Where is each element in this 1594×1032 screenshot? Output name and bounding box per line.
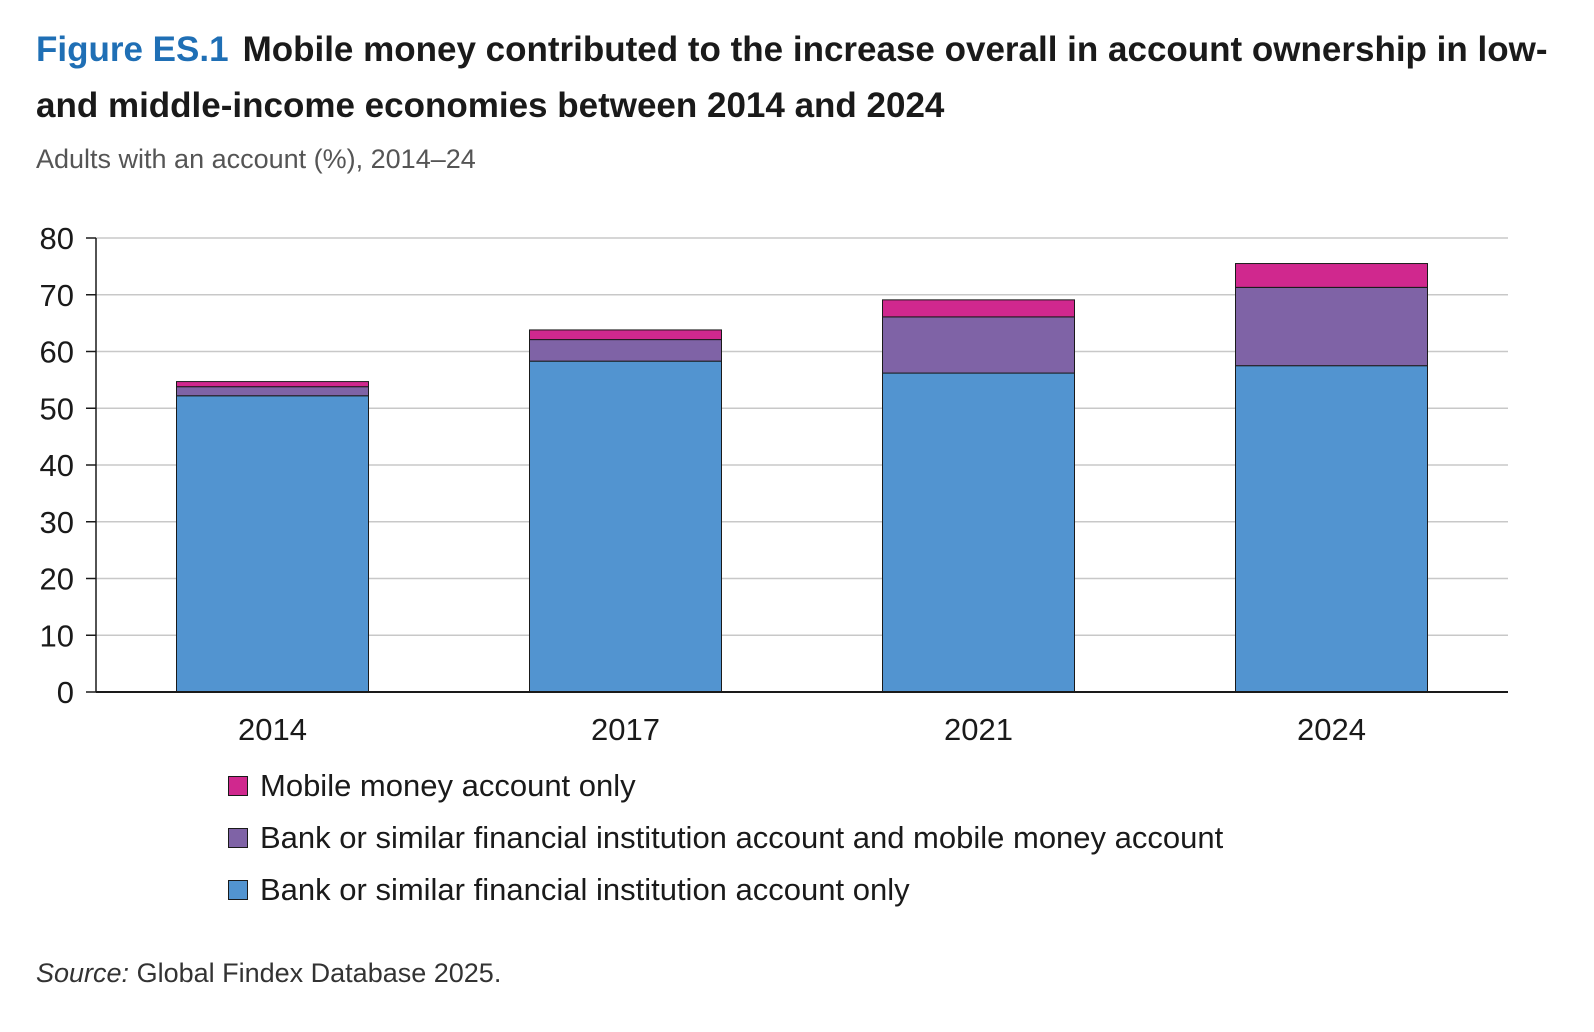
bar-bank-and-mobile-2014 [176,386,369,397]
legend-item-bank-only: Bank or similar financial institution ac… [228,864,1223,916]
source-note: Source: Global Findex Database 2025. [36,958,501,989]
figure-title-text: Mobile money contributed to the increase… [36,30,1548,125]
legend-item-mobile-only: Mobile money account only [228,760,1223,812]
figure-title: Figure ES.1 Mobile money contributed to t… [36,22,1556,134]
bar-mobile-only-2017 [529,329,722,341]
legend-swatch-mobile-only [228,776,248,796]
y-tick-label-70: 70 [40,278,74,313]
bar-bank-only-2024 [1235,365,1428,693]
legend-swatch-bank-only [228,880,248,900]
bar-bank-and-mobile-2021 [882,316,1075,374]
chart-legend: Mobile money account only Bank or simila… [228,760,1223,916]
bar-mobile-only-2024 [1235,263,1428,288]
figure-header: Figure ES.1 Mobile money contributed to t… [36,22,1556,176]
source-prefix: Source: [36,958,130,988]
legend-item-bank-and-mobile: Bank or similar financial institution ac… [228,812,1223,864]
y-tick-label-0: 0 [57,675,74,710]
legend-swatch-bank-and-mobile [228,828,248,848]
bar-bank-only-2021 [882,372,1075,693]
y-tick-label-40: 40 [40,448,74,483]
figure-label: Figure ES.1 [36,30,229,69]
bar-bank-and-mobile-2017 [529,339,722,362]
bar-mobile-only-2021 [882,299,1075,318]
legend-label-mobile-only: Mobile money account only [260,768,636,803]
y-tick-label-20: 20 [40,562,74,597]
legend-label-bank-only: Bank or similar financial institution ac… [260,872,910,907]
x-tick-label-2017: 2017 [591,712,660,747]
y-tick-label-10: 10 [40,618,74,653]
x-tick-label-2014: 2014 [238,712,307,747]
bar-bank-and-mobile-2024 [1235,286,1428,367]
y-tick-label-30: 30 [40,505,74,540]
y-tick-label-50: 50 [40,391,74,426]
x-tick-label-2024: 2024 [1297,712,1366,747]
bar-bank-only-2014 [176,395,369,693]
bar-bank-only-2017 [529,360,722,693]
y-tick-label-60: 60 [40,335,74,370]
bar-mobile-only-2014 [176,381,369,388]
x-tick-label-2021: 2021 [944,712,1013,747]
figure-subtitle: Adults with an account (%), 2014–24 [36,144,476,174]
source-text: Global Findex Database 2025. [136,958,502,988]
legend-label-bank-and-mobile: Bank or similar financial institution ac… [260,820,1224,855]
y-tick-label-80: 80 [40,221,74,256]
